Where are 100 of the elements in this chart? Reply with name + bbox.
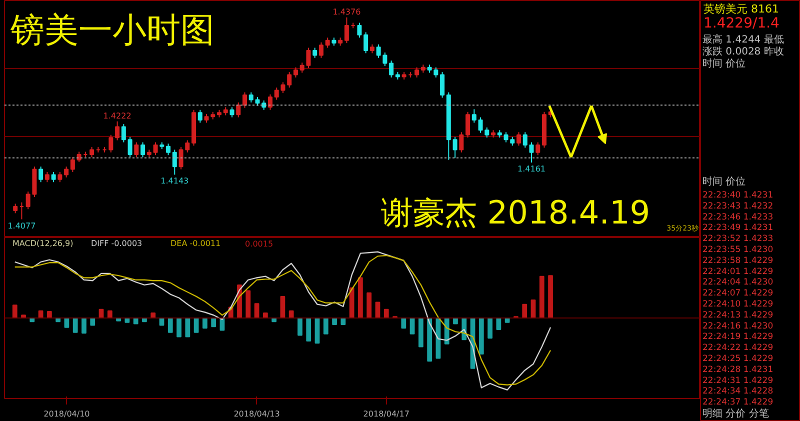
annotation: 1.4376	[332, 7, 361, 16]
candlestick	[529, 142, 534, 164]
candlestick	[64, 166, 69, 178]
x-tick-label: 2018/04/17	[363, 410, 410, 418]
text: 22:23:58 1.4229	[702, 256, 774, 266]
text: 22:24:10 1.4229	[702, 300, 774, 310]
candlestick	[466, 111, 470, 138]
bar	[133, 318, 138, 324]
candlestick	[70, 156, 75, 173]
candlestick	[504, 132, 508, 143]
bar	[332, 318, 337, 325]
bar	[323, 318, 328, 334]
text: 22:23:46 1.4233	[702, 212, 774, 222]
candlestick	[153, 142, 158, 156]
x-tick-label: 2018/04/13	[234, 410, 280, 418]
candlestick	[389, 60, 394, 78]
candlestick	[108, 134, 114, 153]
annotation: 1.4077	[8, 221, 36, 230]
text: 0.0015	[245, 239, 274, 248]
text: 22:24:31 1.4229	[702, 376, 774, 386]
bar	[246, 290, 251, 318]
bar	[72, 318, 78, 333]
bar	[453, 318, 458, 324]
candlestick	[293, 66, 298, 78]
bar	[478, 318, 484, 354]
text: 时间 价位	[702, 176, 746, 188]
text: 22:24:37 1.4229	[702, 398, 774, 408]
text: 涨跌 0.0028 昨收	[702, 46, 784, 58]
bar	[340, 318, 346, 325]
text: 英镑美元 8161	[704, 2, 779, 16]
bar	[107, 310, 112, 318]
candlestick	[76, 151, 82, 162]
candlestick	[242, 92, 247, 108]
bar	[176, 318, 182, 338]
candlestick	[522, 132, 528, 148]
text: 明细 分价 分笔	[702, 408, 769, 420]
bar	[202, 318, 208, 329]
bar	[401, 318, 406, 329]
candlestick	[452, 136, 458, 158]
text: 22:23:52 1.4233	[702, 234, 774, 244]
candlestick	[268, 94, 272, 110]
text: 22:24:25 1.4229	[702, 354, 774, 364]
chart-title: 镑美一小时图	[10, 10, 214, 50]
candlestick	[287, 72, 292, 88]
bar	[418, 318, 424, 348]
candlestick	[90, 146, 94, 158]
text: DIFF -0.0003	[90, 238, 142, 248]
text: 1.4229/1.4	[704, 16, 780, 32]
candlestick	[236, 102, 241, 118]
bar	[298, 318, 302, 336]
candlestick	[472, 108, 476, 124]
text: 22:24:16 1.4230	[702, 321, 774, 332]
candlestick	[536, 142, 540, 156]
bar	[82, 318, 86, 334]
text: 22:24:04 1.4230	[702, 278, 774, 288]
candlestick	[459, 132, 464, 153]
candlestick	[318, 42, 324, 58]
candlestick	[344, 16, 349, 44]
candlestick	[166, 143, 171, 156]
candlestick	[440, 72, 445, 98]
chart-title: MACD(12,26,9)	[12, 238, 74, 248]
text: 22:24:01 1.4229	[702, 266, 774, 277]
bar	[488, 318, 492, 339]
bar	[306, 318, 312, 342]
candlestick	[128, 136, 132, 158]
bar	[12, 304, 18, 318]
bar	[366, 292, 372, 318]
bar	[522, 304, 528, 318]
candlestick	[434, 66, 438, 78]
text: 22:23:43 1.4232	[702, 201, 774, 212]
candlestick	[516, 132, 522, 146]
candlestick	[230, 106, 234, 118]
bar	[358, 277, 363, 318]
candlestick	[38, 166, 44, 183]
candlestick	[134, 142, 139, 158]
candlestick	[262, 100, 266, 110]
candlestick	[478, 116, 483, 134]
candlestick	[44, 172, 50, 183]
text: 22:24:19 1.4229	[702, 332, 774, 342]
candlestick	[414, 66, 420, 78]
bar	[90, 318, 96, 326]
text: 时间 价位	[702, 58, 746, 70]
bar	[349, 287, 354, 318]
candlestick	[121, 124, 126, 143]
bar	[548, 275, 553, 318]
candlestick	[198, 109, 202, 124]
text: 22:24:28 1.4231	[702, 364, 774, 375]
text: 22:24:34 1.4228	[702, 386, 774, 397]
text: 22:23:40 1.4231	[702, 190, 774, 200]
text: 最高 1.4244 最低	[702, 34, 784, 46]
text: 22:23:55 1.4230	[702, 245, 774, 255]
bar	[46, 311, 52, 318]
candlestick	[364, 32, 368, 54]
bar	[211, 318, 216, 328]
candlestick	[357, 22, 362, 38]
text: 22:24:22 1.4229	[702, 343, 774, 354]
bar	[280, 296, 286, 318]
candlestick	[140, 142, 146, 158]
candlestick	[312, 47, 318, 58]
annotation: 1.4222	[103, 111, 132, 120]
